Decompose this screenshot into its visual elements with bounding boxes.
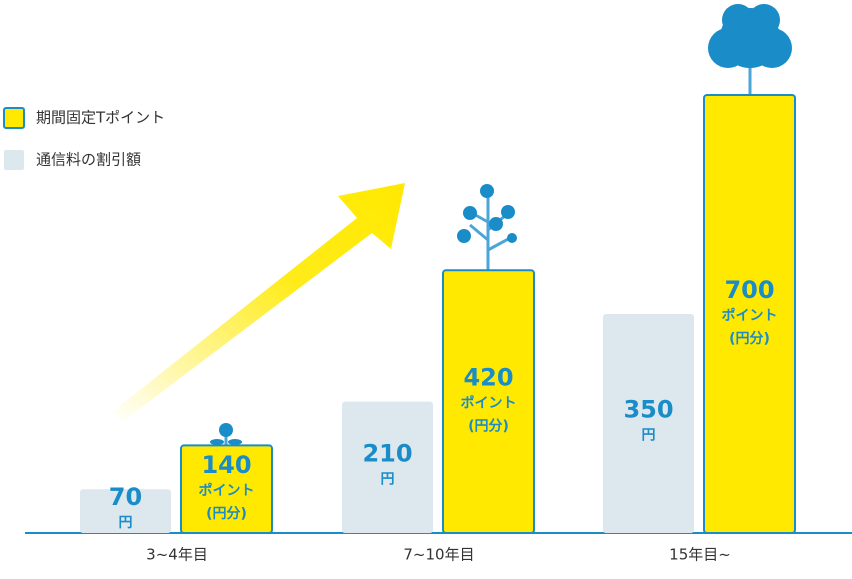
value-unit: 円	[119, 515, 133, 531]
value-label: 420	[463, 364, 513, 392]
value-unit: ポイント	[199, 482, 255, 499]
value-unit: 円	[381, 471, 395, 487]
legend-label: 期間固定Tポイント	[36, 109, 165, 127]
bar	[180, 444, 273, 534]
growth-arrow	[112, 183, 405, 422]
x-tick-label: 15年目~	[669, 546, 731, 564]
value-unit: (円分)	[729, 331, 770, 347]
legend-swatch	[3, 107, 25, 129]
bar	[603, 314, 694, 533]
value-unit: (円分)	[206, 506, 247, 522]
value-label: 350	[623, 396, 673, 424]
bar	[703, 94, 796, 534]
value-label: 140	[201, 451, 251, 479]
bar	[442, 269, 535, 534]
value-label: 700	[724, 276, 774, 304]
tree-icon	[708, 4, 792, 95]
bar	[80, 489, 171, 533]
x-tick-label: 3~4年目	[146, 546, 208, 564]
bar	[342, 401, 433, 533]
legend-label: 通信料の割引額	[36, 151, 141, 169]
tree-icon	[457, 184, 517, 276]
value-label: 210	[362, 439, 412, 467]
legend-swatch	[4, 150, 24, 170]
x-tick-label: 7~10年目	[403, 546, 474, 564]
value-unit: ポイント	[722, 307, 778, 324]
value-label: 70	[109, 483, 142, 511]
value-unit: (円分)	[468, 419, 509, 435]
value-unit: 円	[642, 428, 656, 444]
value-unit: ポイント	[461, 395, 517, 412]
